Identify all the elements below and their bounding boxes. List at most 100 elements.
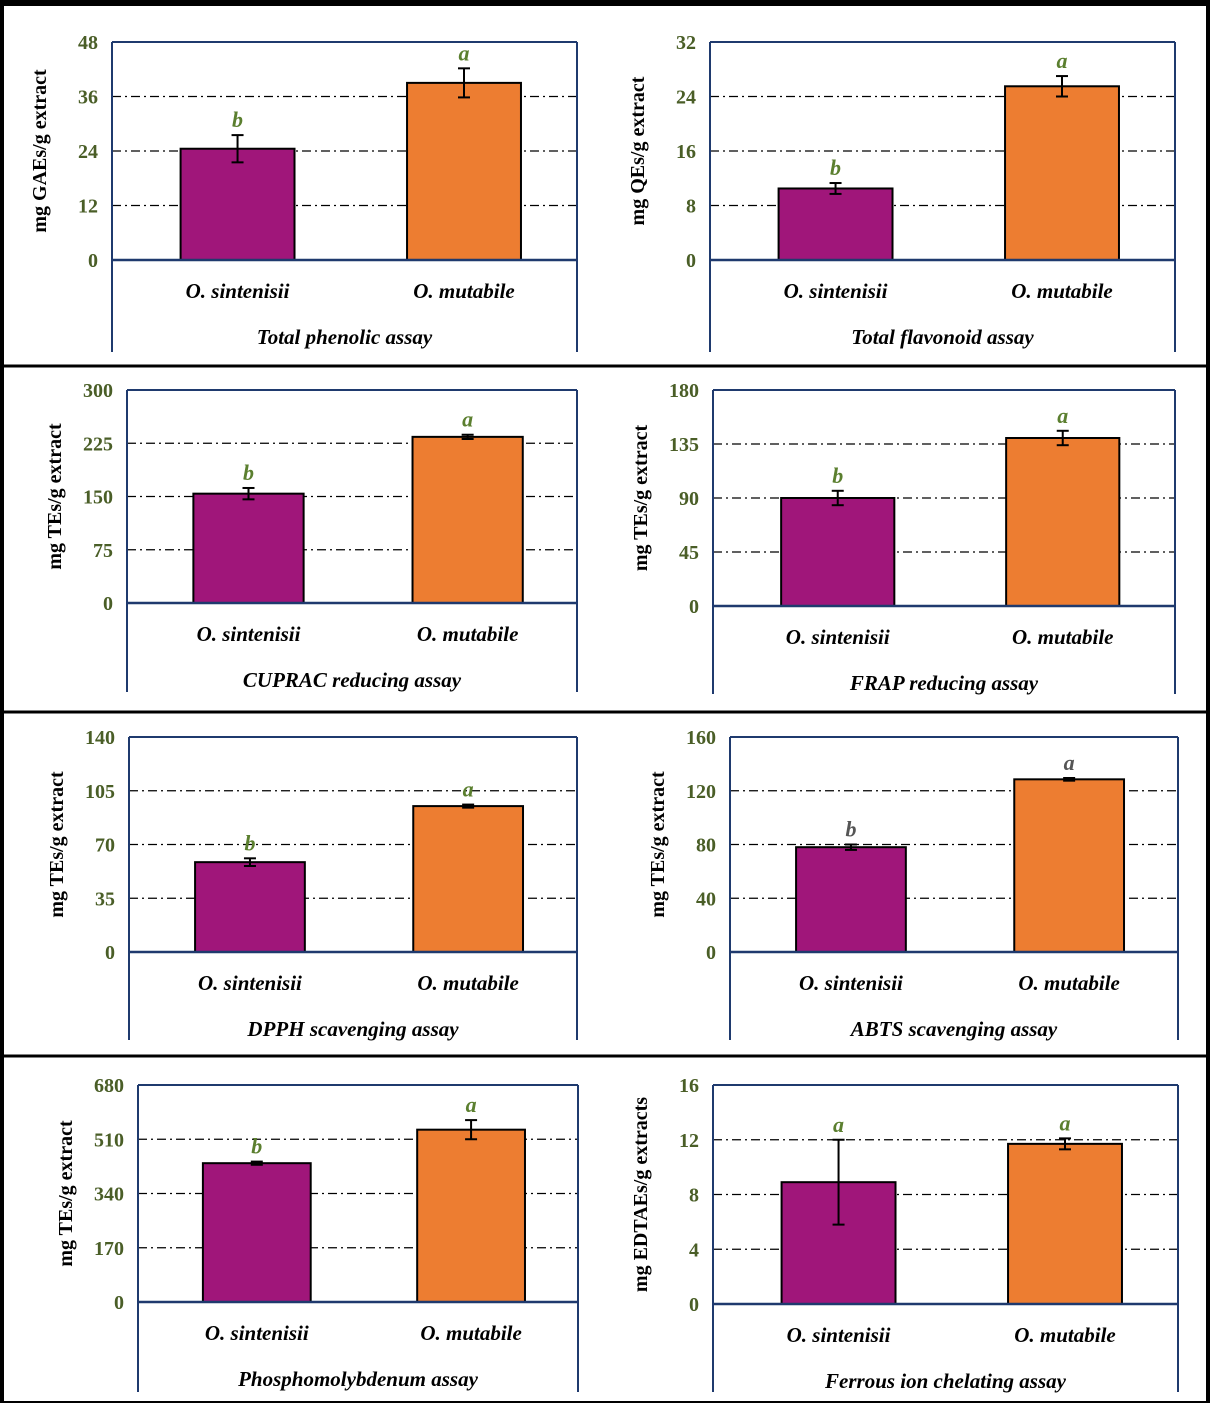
y-tick-label: 135 bbox=[669, 434, 699, 456]
significance-letter: b bbox=[243, 460, 254, 485]
y-tick-label: 0 bbox=[706, 942, 716, 964]
chart-panel: a O. sintenisii a O. mutabile 0 4 8 12 16 mg EDTA… bbox=[630, 1075, 1179, 1393]
bar-o-sintenisii bbox=[179, 147, 296, 262]
y-tick-label: 24 bbox=[78, 141, 98, 163]
category-label: O. sintenisii bbox=[799, 971, 903, 995]
error-bar bbox=[831, 489, 844, 507]
y-tick-label: 12 bbox=[78, 196, 98, 218]
y-tick-label: 80 bbox=[696, 835, 716, 857]
error-bar bbox=[829, 182, 842, 195]
y-tick-label: 0 bbox=[88, 250, 98, 272]
error-bar bbox=[465, 1119, 478, 1141]
y-axis-label: mg TEs/g extract bbox=[46, 771, 68, 918]
y-tick-label: 45 bbox=[679, 542, 699, 564]
significance-letter: a bbox=[1057, 48, 1068, 73]
bar-o-mutabile bbox=[416, 1128, 526, 1304]
category-label: O. sintenisii bbox=[198, 971, 302, 995]
chart-title: Ferrous ion chelating assay bbox=[824, 1369, 1067, 1393]
y-tick-label: 170 bbox=[94, 1238, 124, 1260]
error-bar bbox=[243, 857, 256, 867]
chart-title: CUPRAC reducing assay bbox=[243, 668, 462, 692]
error-bar bbox=[242, 486, 255, 501]
significance-letter: a bbox=[462, 407, 473, 432]
significance-letter: b bbox=[830, 155, 841, 180]
significance-letter: a bbox=[833, 1112, 844, 1137]
error-bar bbox=[250, 1160, 263, 1166]
y-axis-label: mg TEs/g extract bbox=[630, 425, 652, 572]
error-bar bbox=[832, 1138, 845, 1226]
bar-o-sintenisii bbox=[194, 861, 306, 953]
y-tick-label: 140 bbox=[85, 727, 115, 749]
y-tick-label: 8 bbox=[686, 196, 696, 218]
y-tick-label: 40 bbox=[696, 888, 716, 910]
y-tick-label: 16 bbox=[676, 141, 696, 163]
bar-o-mutabile bbox=[1004, 85, 1120, 261]
y-tick-label: 225 bbox=[83, 433, 113, 455]
chart-panel: b O. sintenisii a O. mutabile 0 170 340 510 680 m… bbox=[55, 1075, 579, 1392]
y-tick-label: 70 bbox=[95, 835, 115, 857]
error-bar bbox=[231, 134, 244, 164]
bar-o-sintenisii bbox=[192, 492, 305, 604]
bar-o-sintenisii bbox=[795, 846, 907, 953]
y-tick-label: 300 bbox=[83, 380, 113, 402]
y-tick-label: 340 bbox=[94, 1184, 124, 1206]
category-label: O. mutabile bbox=[1011, 279, 1113, 303]
bar-o-sintenisii bbox=[780, 497, 896, 607]
significance-letter: b bbox=[251, 1134, 262, 1159]
y-tick-label: 75 bbox=[93, 540, 113, 562]
chart-title: Phosphomolybdenum assay bbox=[237, 1367, 478, 1391]
y-tick-label: 0 bbox=[689, 1294, 699, 1316]
y-axis-label: mg TEs/g extract bbox=[55, 1120, 77, 1267]
bar-o-mutabile bbox=[406, 81, 522, 261]
error-bar bbox=[1056, 75, 1069, 98]
chart-panel: b O. sintenisii a O. mutabile 0 35 70 105 140 mg … bbox=[46, 727, 578, 1041]
category-label: O. mutabile bbox=[417, 622, 519, 646]
chart-title: DPPH scavenging assay bbox=[246, 1017, 459, 1041]
significance-letter: a bbox=[1064, 750, 1075, 775]
y-tick-label: 120 bbox=[686, 781, 716, 803]
y-axis-label: mg TEs/g extract bbox=[647, 771, 669, 918]
significance-letter: a bbox=[463, 777, 474, 802]
y-tick-label: 0 bbox=[686, 250, 696, 272]
bar-o-mutabile bbox=[1013, 778, 1126, 953]
bar-o-mutabile bbox=[411, 435, 524, 604]
error-bar bbox=[461, 433, 474, 440]
y-tick-label: 4 bbox=[689, 1239, 699, 1261]
y-tick-label: 32 bbox=[676, 32, 696, 54]
y-tick-label: 105 bbox=[85, 781, 115, 803]
y-tick-label: 16 bbox=[679, 1075, 699, 1097]
significance-letter: b bbox=[832, 463, 843, 488]
y-tick-label: 160 bbox=[686, 727, 716, 749]
y-tick-label: 90 bbox=[679, 488, 699, 510]
y-tick-label: 150 bbox=[83, 487, 113, 509]
bar-o-sintenisii bbox=[201, 1162, 312, 1304]
category-label: O. mutabile bbox=[1012, 625, 1114, 649]
y-tick-label: 36 bbox=[78, 87, 98, 109]
y-tick-label: 0 bbox=[103, 593, 113, 615]
bar-o-mutabile bbox=[1005, 437, 1121, 607]
chart-title: FRAP reducing assay bbox=[849, 671, 1039, 695]
significance-letter: b bbox=[244, 830, 255, 855]
bar-o-sintenisii bbox=[777, 187, 894, 261]
chart-title: ABTS scavenging assay bbox=[849, 1017, 1058, 1041]
y-axis-label: mg EDTAEs/g extracts bbox=[630, 1097, 652, 1292]
chart-panel: b O. sintenisii a O. mutabile 0 45 90 135 180 mg … bbox=[630, 380, 1176, 695]
category-label: O. sintenisii bbox=[784, 279, 888, 303]
category-label: O. sintenisii bbox=[787, 1323, 891, 1347]
category-label: O. mutabile bbox=[417, 971, 519, 995]
y-axis-label: mg GAEs/g extract bbox=[29, 69, 51, 233]
category-label: O. mutabile bbox=[1014, 1323, 1116, 1347]
category-label: O. mutabile bbox=[420, 1321, 522, 1345]
y-tick-label: 510 bbox=[94, 1129, 124, 1151]
y-tick-label: 0 bbox=[105, 942, 115, 964]
chart-panel: b O. sintenisii a O. mutabile 0 40 80 120 160 mg … bbox=[647, 727, 1179, 1041]
chart-title: Total flavonoid assay bbox=[851, 325, 1034, 349]
chart-panel: b O. sintenisii a O. mutabile 0 8 16 24 32 mg QEs… bbox=[627, 32, 1176, 352]
y-tick-label: 680 bbox=[94, 1075, 124, 1097]
y-tick-label: 180 bbox=[669, 380, 699, 402]
error-bar bbox=[458, 67, 471, 99]
significance-letter: b bbox=[845, 817, 856, 842]
error-bar bbox=[1059, 1137, 1072, 1151]
chart-panel: b O. sintenisii a O. mutabile 0 12 24 36 48 mg GA… bbox=[29, 32, 578, 352]
